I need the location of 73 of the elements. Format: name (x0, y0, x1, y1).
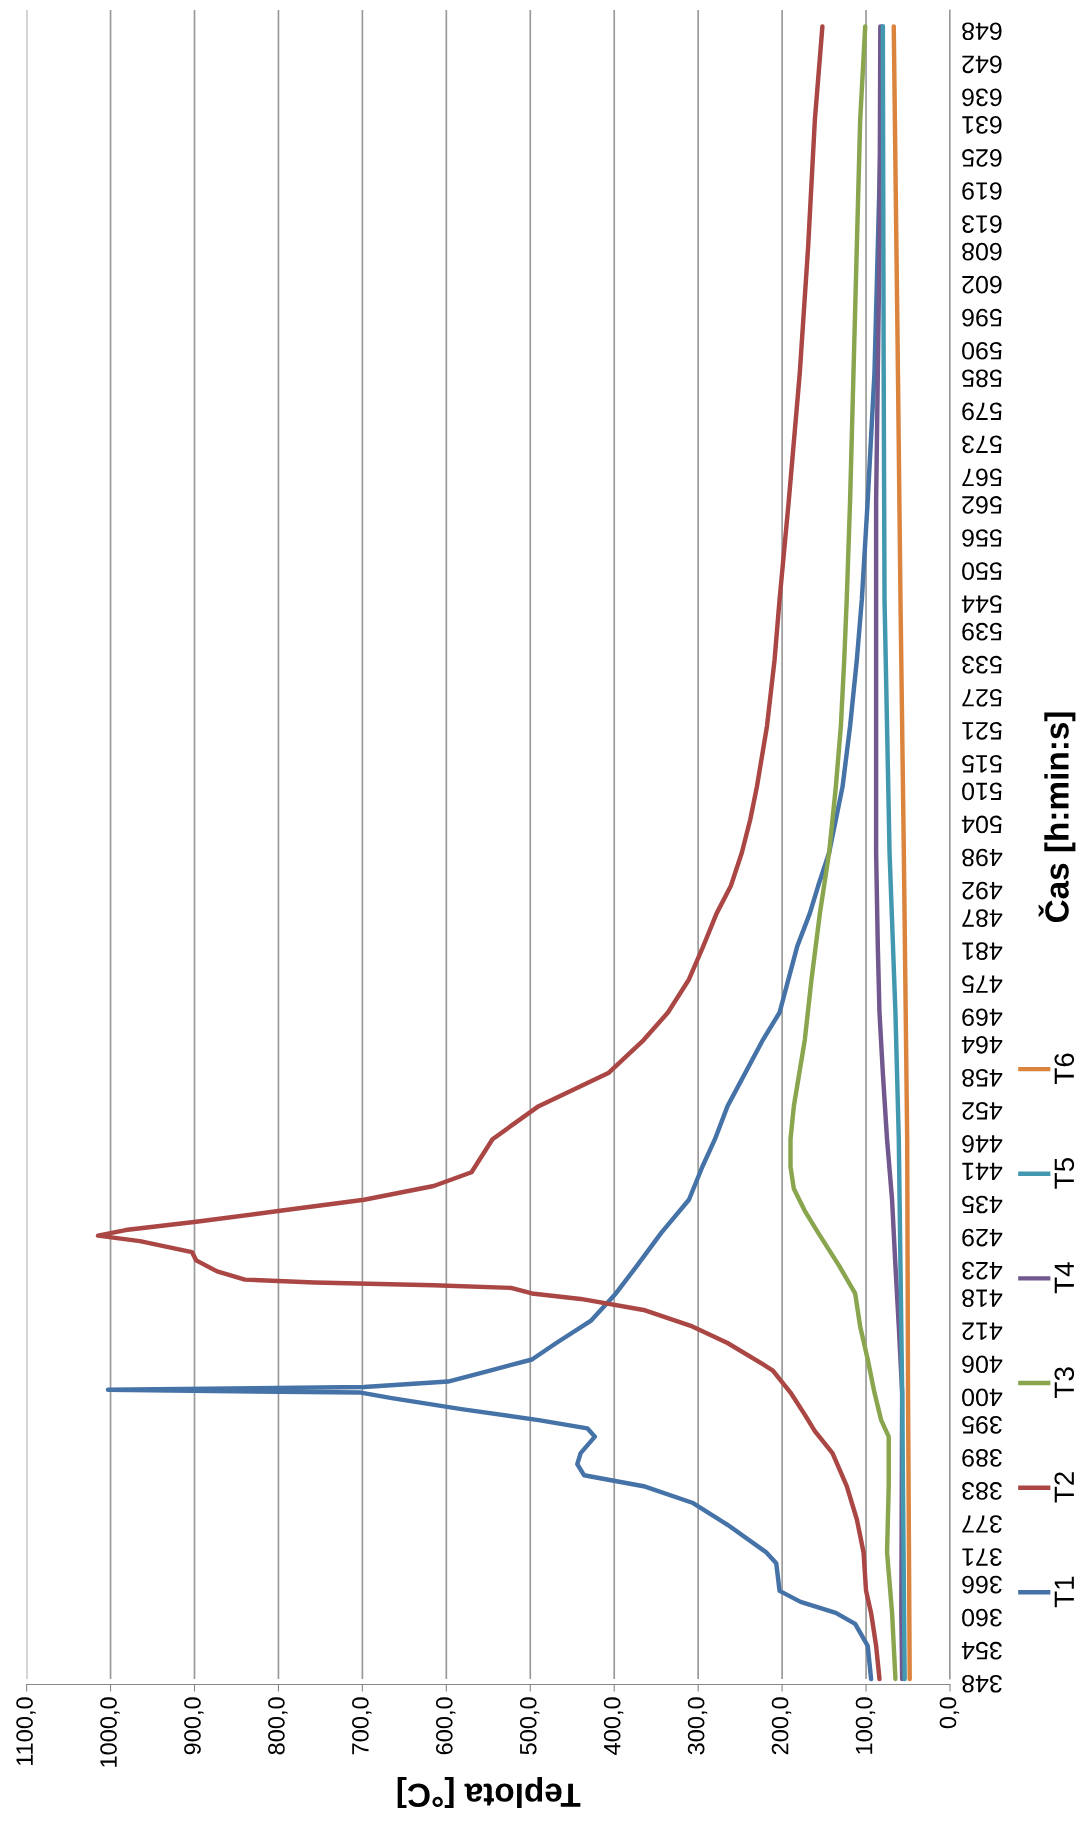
y-tick-label: 590 (962, 341, 1002, 360)
y-tick-label: 481 (962, 942, 1003, 960)
y-tick-label: 429 (962, 1228, 1003, 1247)
legend-label: T1 (1054, 1576, 1074, 1608)
legend-label: T6 (1054, 1053, 1075, 1084)
y-tick-label: 521 (962, 721, 1002, 740)
y-tick-label: 642 (962, 55, 1002, 74)
y-tick-label: 613 (962, 215, 1002, 233)
y-tick-label: 539 (962, 622, 1002, 641)
y-tick-label: 550 (962, 562, 1002, 580)
y-tick-label: 498 (962, 848, 1003, 867)
y-tick-label: 348 (962, 1674, 1002, 1693)
y-tick-label: 515 (962, 755, 1002, 773)
x-tick-label: 400,0 (603, 1697, 624, 1755)
y-tick-label: 504 (961, 815, 1002, 834)
y-tick-label: 573 (962, 435, 1002, 454)
y-tick-label: 469 (962, 1008, 1003, 1027)
x-tick-label: 200,0 (771, 1697, 792, 1755)
x-axis-title: Teplota [°C] (397, 1776, 581, 1808)
y-tick-label: 510 (962, 782, 1002, 801)
y-tick-label: 464 (961, 1035, 1003, 1054)
y-tick-label: 406 (962, 1355, 1003, 1374)
y-tick-label: 648 (962, 22, 1002, 41)
legend-label: T2 (1054, 1472, 1074, 1503)
x-tick-label: 1000,0 (100, 1697, 120, 1767)
y-tick-label: 527 (962, 688, 1002, 707)
y-tick-label: 567 (962, 468, 1002, 487)
y-tick-label: 492 (962, 881, 1003, 900)
y-tick-label: 441 (962, 1162, 1003, 1181)
y-tick-label: 636 (962, 88, 1002, 107)
y-tick-label: 446 (962, 1135, 1003, 1153)
y-tick-label: 371 (962, 1548, 1002, 1566)
y-tick-label: 412 (962, 1322, 1003, 1341)
y-tick-label: 458 (962, 1068, 1003, 1087)
y-tick-label: 377 (962, 1515, 1002, 1533)
x-tick-label: 700,0 (352, 1697, 372, 1755)
x-tick-label: 500,0 (519, 1697, 540, 1755)
x-tick-label: 800,0 (268, 1697, 288, 1755)
y-tick-label: 487 (962, 909, 1003, 927)
y-tick-label: 475 (962, 975, 1003, 993)
y-tick-label: 452 (962, 1102, 1003, 1120)
y-tick-label: 423 (962, 1261, 1003, 1280)
x-tick-label: 1100,0 (16, 1697, 36, 1766)
x-tick-label: 0,0 (939, 1697, 960, 1729)
x-tick-label: 900,0 (184, 1697, 204, 1755)
y-tick-label: 585 (962, 369, 1002, 388)
y-tick-label: 619 (962, 182, 1002, 200)
y-tick-label: 631 (962, 116, 1002, 134)
y-tick-label: 435 (962, 1195, 1003, 1214)
y-tick-label: 608 (962, 242, 1002, 261)
y-tick-label: 389 (962, 1449, 1002, 1467)
y-tick-label: 625 (962, 149, 1002, 167)
y-tick-label: 579 (962, 402, 1002, 421)
y-tick-label: 533 (962, 655, 1002, 674)
y-tick-label: 354 (961, 1641, 1002, 1660)
x-tick-label: 100,0 (855, 1697, 876, 1754)
legend-label: T3 (1054, 1367, 1075, 1398)
y-tick-label: 596 (962, 308, 1002, 327)
y-tick-label: 562 (962, 496, 1002, 514)
x-tick-label: 600,0 (435, 1697, 456, 1755)
y-axis-title: Čas [h:min:s] (1038, 712, 1076, 923)
legend-label: T5 (1054, 1158, 1075, 1189)
y-tick-label: 418 (962, 1289, 1003, 1308)
y-tick-label: 400 (962, 1388, 1003, 1407)
y-tick-label: 366 (962, 1575, 1002, 1594)
y-tick-label: 395 (962, 1415, 1002, 1434)
x-tick-label: 300,0 (687, 1697, 708, 1755)
y-tick-label: 556 (962, 529, 1002, 547)
y-tick-label: 383 (962, 1482, 1002, 1500)
y-tick-label: 360 (962, 1608, 1002, 1627)
y-tick-label: 602 (962, 275, 1002, 294)
y-tick-label: 544 (961, 595, 1002, 613)
legend-label: T4 (1054, 1262, 1074, 1294)
